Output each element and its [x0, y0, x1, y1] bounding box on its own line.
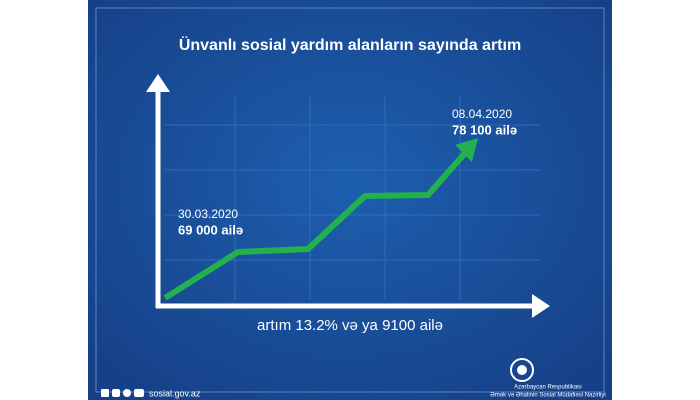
panel [88, 0, 612, 400]
axes [146, 74, 550, 318]
annotation-value: 78 100 ailə [452, 122, 517, 137]
caption: artım 13.2% və ya 9100 ailə [257, 317, 443, 334]
frame [95, 7, 605, 393]
website: sosial.gov.az [149, 388, 201, 398]
annotation-date: 30.03.2020 [178, 207, 238, 221]
ministry-line: Əmək və Əhalinin Sosial Müdafiəsi Nazirl… [490, 393, 605, 399]
ministry-line: Azərbaycan Respublikası [514, 385, 582, 391]
logo [510, 358, 534, 382]
trend-line [163, 150, 469, 301]
title: Ünvanlı sosial yardım alanların sayında … [179, 35, 521, 54]
annotation-value: 69 000 ailə [178, 222, 243, 237]
trend-arrowhead [455, 138, 478, 162]
social-icons [101, 389, 144, 397]
annotation-date: 08.04.2020 [452, 107, 512, 121]
